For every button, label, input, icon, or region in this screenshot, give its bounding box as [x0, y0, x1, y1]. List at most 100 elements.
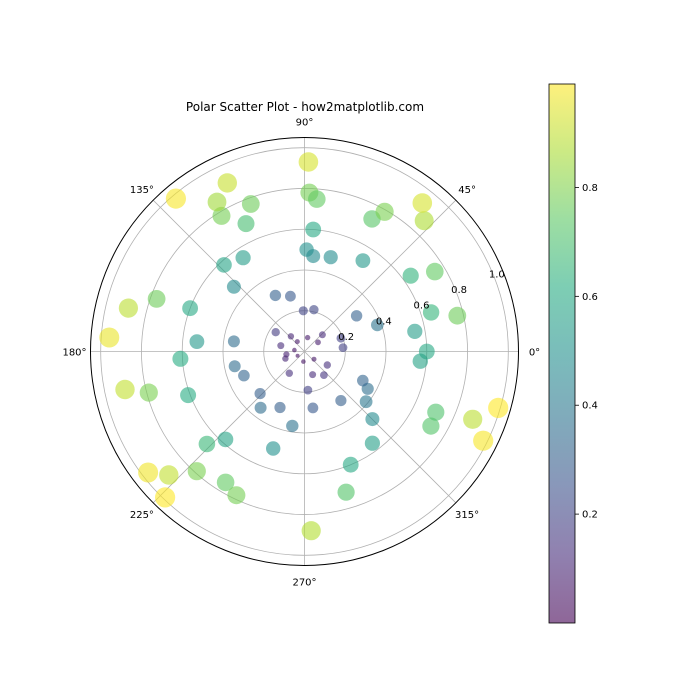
polar-frame	[90, 137, 519, 566]
colorbar-gradient	[549, 84, 575, 623]
theta-tick-label: 135°	[130, 185, 154, 196]
scatter-point	[414, 211, 434, 231]
r-tick-label: 0.2	[338, 332, 354, 343]
scatter-point	[241, 195, 260, 213]
scatter-point	[227, 486, 246, 505]
scatter-point	[235, 250, 251, 266]
scatter-point	[266, 441, 281, 456]
scatter-point	[207, 192, 227, 212]
scatter-point	[254, 401, 267, 414]
colorbar-frame	[548, 83, 576, 624]
scatter-point	[422, 417, 440, 435]
scatter-point	[488, 397, 509, 418]
polar-grid	[90, 137, 519, 566]
scatter-point	[309, 305, 319, 315]
scatter-point	[165, 188, 186, 209]
scatter-point	[412, 193, 433, 213]
theta-tick-label: 225°	[130, 510, 154, 521]
scatter-point	[473, 430, 494, 451]
scatter-point	[295, 353, 300, 358]
scatter-point	[337, 483, 355, 501]
scatter-point	[323, 361, 331, 369]
scatter-point	[359, 395, 373, 409]
scatter-point	[274, 401, 286, 414]
scatter-point	[271, 328, 280, 337]
scatter-point	[237, 215, 255, 233]
scatter-point	[285, 369, 293, 377]
scatter-point	[407, 323, 423, 339]
theta-tick-label: 90°	[296, 118, 314, 129]
scatter-point	[320, 371, 328, 379]
scatter-point	[216, 473, 235, 492]
scatter-point	[269, 289, 282, 302]
scatter-point	[287, 333, 295, 340]
scatter-point	[298, 152, 319, 172]
scatter-point	[306, 249, 321, 264]
scatter-point	[155, 487, 176, 508]
scatter-point	[308, 190, 326, 208]
scatter-point	[228, 360, 241, 373]
scatter-point	[217, 173, 237, 193]
r-tick-label: 0.4	[376, 316, 392, 327]
theta-tick-label: 315°	[455, 510, 479, 521]
r-tick-label: 0.6	[414, 301, 430, 312]
scatter-point	[198, 435, 216, 453]
theta-tick-label: 45°	[458, 185, 476, 196]
scatter-point	[216, 257, 232, 273]
scatter-point	[277, 342, 285, 350]
scatter-point	[355, 253, 371, 268]
scatter-point	[350, 310, 363, 322]
scatter-point	[357, 374, 369, 387]
scatter-point	[307, 402, 319, 414]
scatter-point	[426, 262, 444, 281]
theta-tick-label: 0°	[529, 348, 540, 359]
scatter-point	[139, 383, 158, 402]
scatter-point	[305, 221, 322, 238]
theta-tick-label: 270°	[292, 578, 316, 589]
scatter-point	[315, 339, 321, 346]
colorbar-tick-label: 0.4	[582, 401, 598, 412]
scatter-point	[301, 521, 321, 541]
scatter-point	[335, 395, 347, 407]
angular-gridline	[304, 351, 457, 504]
scatter-point	[364, 435, 380, 451]
colorbar: 0.2 0.4 0.6 0.8	[548, 83, 598, 624]
scatter-points	[99, 152, 509, 541]
scatter-point	[180, 387, 197, 404]
scatter-point	[342, 456, 359, 473]
scatter-point	[402, 267, 419, 284]
scatter-point	[309, 371, 317, 379]
scatter-point	[422, 304, 440, 321]
scatter-point	[226, 279, 241, 294]
scatter-point	[323, 250, 338, 265]
scatter-point	[427, 403, 445, 421]
scatter-point	[187, 462, 206, 481]
scatter-point	[294, 339, 300, 345]
scatter-point	[336, 333, 346, 343]
scatter-point	[298, 306, 308, 316]
scatter-point	[99, 327, 120, 348]
scatter-point	[292, 347, 297, 353]
scatter-point	[189, 334, 205, 349]
scatter-point	[172, 350, 189, 367]
scatter-point	[238, 369, 250, 382]
scatter-point	[159, 465, 179, 485]
scatter-point	[304, 334, 311, 341]
scatter-point	[182, 300, 199, 317]
scatter-point	[448, 306, 467, 325]
colorbar-tick-label: 0.8	[582, 183, 598, 194]
scatter-point	[412, 353, 428, 369]
scatter-point	[147, 290, 166, 308]
scatter-point	[118, 298, 138, 318]
scatter-point	[301, 359, 306, 364]
angular-gridline	[152, 351, 305, 504]
angular-gridline	[152, 199, 305, 352]
scatter-point	[254, 388, 266, 400]
colorbar-tick-label: 0.2	[582, 510, 598, 521]
r-tick-label: 1.0	[489, 270, 505, 281]
scatter-point	[138, 462, 159, 483]
theta-tick-label: 180°	[62, 348, 86, 359]
scatter-point	[227, 335, 240, 348]
r-tick-label: 0.8	[451, 285, 467, 296]
